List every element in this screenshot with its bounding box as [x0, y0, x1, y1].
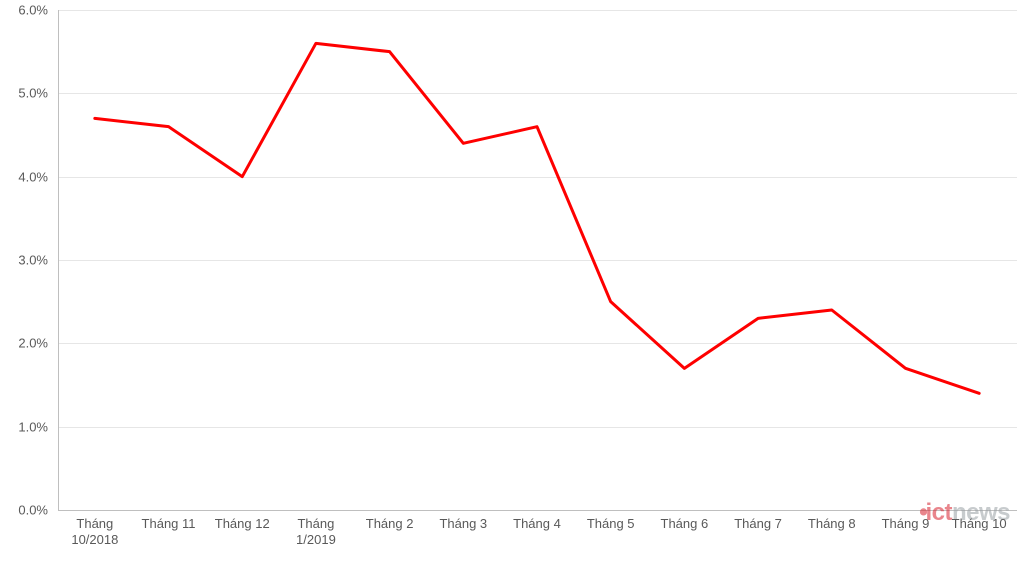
x-tick-label: Tháng 5 [570, 516, 652, 532]
chart-container: •ictnews 0.0%1.0%2.0%3.0%4.0%5.0%6.0%Thá… [0, 0, 1024, 569]
x-tick-label: Tháng 3 [422, 516, 504, 532]
x-tick-label: Tháng 12 [201, 516, 283, 532]
x-tick-label: Tháng 8 [791, 516, 873, 532]
series-line [95, 43, 979, 393]
line-layer [0, 0, 1024, 569]
y-tick-label: 0.0% [0, 503, 48, 518]
y-tick-label: 2.0% [0, 336, 48, 351]
y-tick-label: 5.0% [0, 86, 48, 101]
y-tick-label: 4.0% [0, 169, 48, 184]
x-tick-label: Tháng 2 [349, 516, 431, 532]
x-tick-label: Tháng 9 [865, 516, 947, 532]
x-tick-label: Tháng 10 [938, 516, 1020, 532]
x-tick-label: Tháng 10/2018 [54, 516, 136, 549]
y-tick-label: 6.0% [0, 3, 48, 18]
x-tick-label: Tháng 7 [717, 516, 799, 532]
y-tick-label: 1.0% [0, 419, 48, 434]
x-tick-label: Tháng 11 [128, 516, 210, 532]
x-tick-label: Tháng 6 [644, 516, 726, 532]
x-tick-label: Tháng 1/2019 [275, 516, 357, 549]
x-tick-label: Tháng 4 [496, 516, 578, 532]
y-tick-label: 3.0% [0, 253, 48, 268]
